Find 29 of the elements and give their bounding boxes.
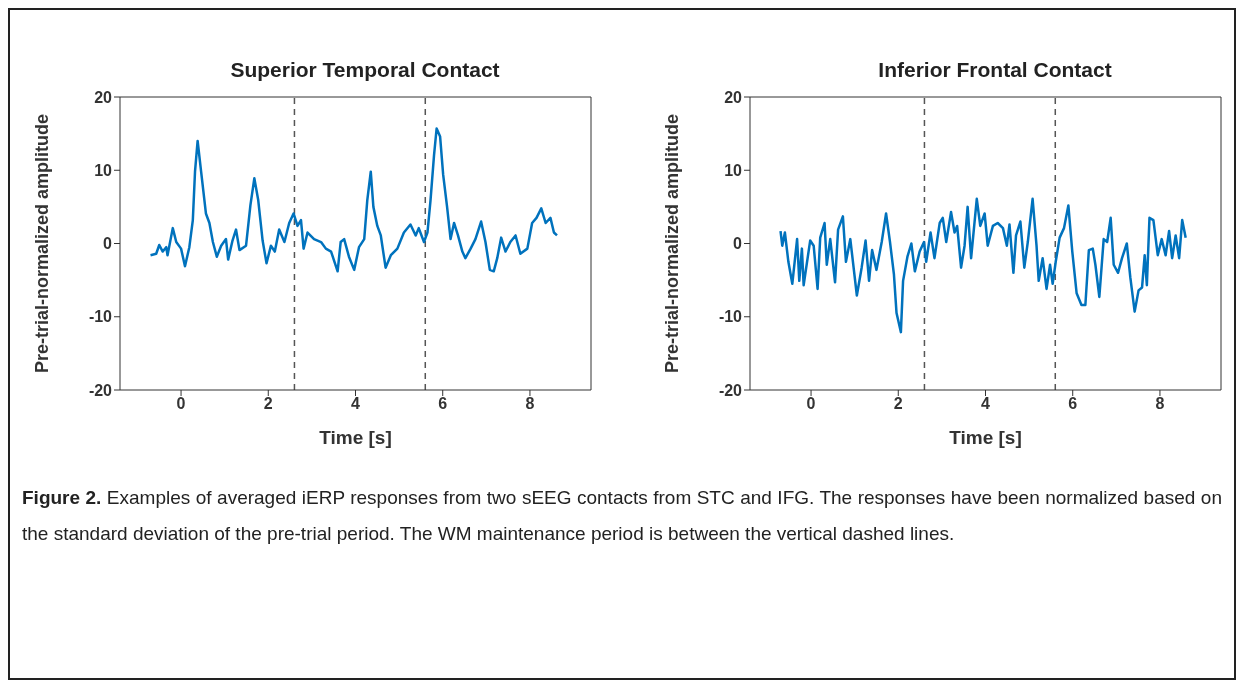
- x-tick-label: 6: [1068, 395, 1078, 413]
- x-axis-title: Time [s]: [319, 427, 392, 448]
- x-tick-label: 2: [263, 395, 273, 413]
- chart-title: Inferior Frontal Contact: [877, 58, 1113, 83]
- line-series: [779, 197, 1187, 334]
- y-tick-label: -20: [718, 381, 743, 399]
- y-tick-label: 10: [724, 161, 743, 179]
- caption: Figure 2. Examples of averaged iERP responses from two sEEG contacts from STC and IFG. The responses have been normalized based on the standard deviation of the pre-trial period. The WM maintenance period is between the vertical dashed lines.: [21, 486, 1223, 546]
- y-axis-title: Pre-trial-normalized amplitude: [662, 113, 683, 374]
- chart-title: Superior Temporal Contact: [229, 58, 501, 83]
- x-tick-label: 2: [893, 395, 903, 413]
- x-axis-title: Time [s]: [949, 427, 1022, 448]
- y-tick-label: 20: [724, 88, 743, 106]
- x-tick-label: 0: [176, 395, 186, 413]
- y-tick-label: 0: [733, 235, 743, 253]
- x-tick-label: 4: [981, 395, 991, 413]
- x-tick-label: 8: [1155, 395, 1165, 413]
- y-tick-label: -10: [718, 308, 743, 326]
- x-tick-label: 4: [351, 395, 361, 413]
- x-tick-label: 6: [438, 395, 448, 413]
- line-series: [149, 127, 559, 273]
- x-tick-label: 8: [525, 395, 535, 413]
- y-tick-label: -10: [88, 308, 113, 326]
- x-tick-label: 0: [806, 395, 816, 413]
- y-tick-label: 10: [94, 161, 113, 179]
- y-tick-label: -20: [88, 381, 113, 399]
- y-tick-label: 20: [94, 88, 113, 106]
- y-tick-label: 0: [103, 235, 113, 253]
- y-axis-title: Pre-trial-normalized amplitude: [32, 113, 53, 374]
